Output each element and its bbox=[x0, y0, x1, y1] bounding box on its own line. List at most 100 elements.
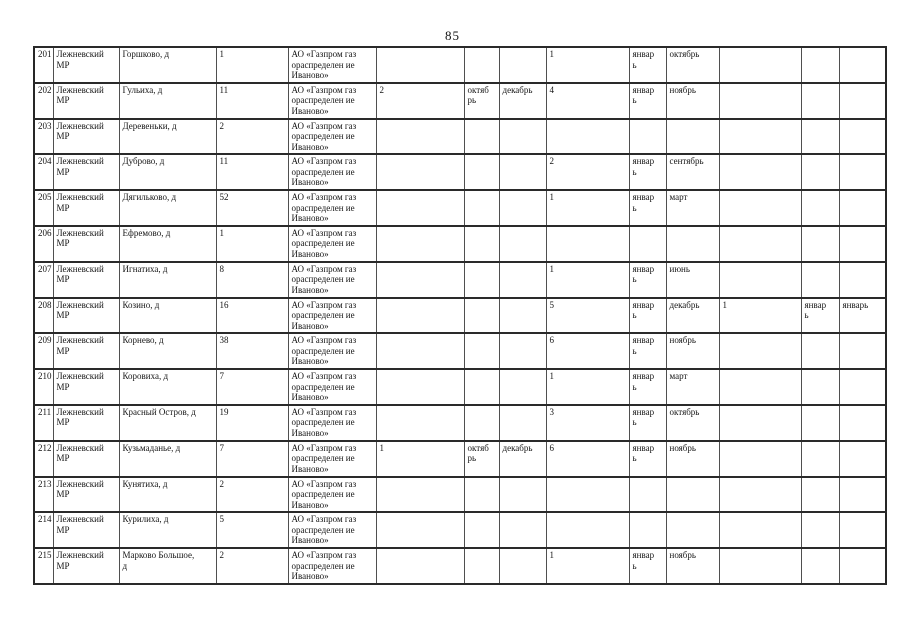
cell-qty4 bbox=[718, 332, 802, 371]
cell-qty: 7 bbox=[215, 368, 289, 406]
start-month4-label: январь bbox=[804, 299, 827, 321]
cell-row-number: 201 bbox=[33, 46, 54, 84]
cell-qty4 bbox=[718, 189, 802, 227]
cell-end-month2 bbox=[498, 189, 547, 227]
district-label: Лежневский МР bbox=[56, 406, 104, 428]
settlement-label: Горшково, д bbox=[122, 49, 170, 59]
cell-start-month4 bbox=[800, 547, 840, 585]
cell-start-month4 bbox=[800, 260, 840, 299]
start-month3-label: январь bbox=[632, 156, 655, 177]
start-month3-label: январь bbox=[632, 49, 655, 70]
cell-end-month4 bbox=[838, 332, 887, 371]
cell-start-month3: январь bbox=[628, 368, 667, 406]
cell-qty4: 1 bbox=[718, 296, 802, 335]
cell-end-month2 bbox=[498, 224, 547, 263]
cell-qty3: 5 bbox=[545, 296, 630, 335]
cell-start-month3: январь bbox=[628, 189, 667, 227]
cell-row-number: 214 bbox=[33, 511, 54, 550]
cell-start-month3: январь bbox=[628, 547, 667, 585]
cell-end-month3: июнь bbox=[665, 260, 720, 299]
cell-start-month4 bbox=[800, 153, 840, 192]
district-label: Лежневский МР bbox=[56, 49, 104, 70]
cell-qty2 bbox=[375, 403, 465, 442]
cell-org: АО «Газпром газораспределен ие Иваново» bbox=[287, 189, 377, 227]
table-row: 207 Лежневский МР Игнатиха, д 8 АО «Газп… bbox=[33, 260, 887, 299]
cell-qty3: 1 bbox=[545, 368, 630, 406]
cell-start-month2 bbox=[463, 368, 500, 406]
start-month3-label: январь bbox=[632, 335, 655, 356]
cell-end-month4 bbox=[838, 475, 887, 514]
cell-district: Лежневский МР bbox=[52, 224, 120, 263]
table-row: 204 Лежневский МР Дуброво, д 11 АО «Газп… bbox=[33, 153, 887, 192]
org-label: АО «Газпром газораспределен ие Иваново» bbox=[291, 263, 357, 295]
cell-qty: 11 bbox=[215, 153, 289, 192]
cell-district: Лежневский МР bbox=[52, 475, 120, 514]
org-label: АО «Газпром газораспределен ие Иваново» bbox=[291, 406, 357, 438]
start-month3-label: январь bbox=[632, 299, 655, 321]
cell-start-month3: январь bbox=[628, 403, 667, 442]
district-label: Лежневский МР bbox=[56, 227, 104, 249]
cell-district: Лежневский МР bbox=[52, 296, 120, 335]
cell-settlement: Кунятиха, д bbox=[118, 475, 217, 514]
org-label: АО «Газпром газораспределен ие Иваново» bbox=[291, 478, 357, 510]
table-row: 205 Лежневский МР Дягильково, д 52 АО «Г… bbox=[33, 189, 887, 227]
table-row: 213 Лежневский МР Кунятиха, д 2 АО «Газп… bbox=[33, 475, 887, 514]
cell-qty: 7 bbox=[215, 439, 289, 478]
cell-qty: 2 bbox=[215, 547, 289, 585]
cell-start-month4 bbox=[800, 403, 840, 442]
district-label: Лежневский МР bbox=[56, 299, 104, 321]
cell-settlement: Кузьмаданье, д bbox=[118, 439, 217, 478]
settlement-label: Дягильково, д bbox=[122, 192, 177, 203]
gasification-table: 201 Лежневский МР Горшково, д 1 АО «Газп… bbox=[33, 46, 887, 585]
district-label: Лежневский МР bbox=[56, 263, 104, 285]
cell-end-month3: март bbox=[665, 189, 720, 227]
cell-district: Лежневский МР bbox=[52, 547, 120, 585]
cell-qty2 bbox=[375, 189, 465, 227]
settlement-label: Ефремово, д bbox=[122, 227, 171, 238]
cell-start-month2 bbox=[463, 260, 500, 299]
settlement-label: Красный Остров, д bbox=[122, 406, 196, 417]
settlement-label: Дуброво, д bbox=[122, 156, 165, 167]
cell-qty4 bbox=[718, 403, 802, 442]
page-number: 85 bbox=[445, 28, 460, 43]
cell-end-month3 bbox=[665, 117, 720, 156]
cell-qty: 52 bbox=[215, 189, 289, 227]
start-month3-label: январь bbox=[632, 442, 655, 464]
cell-end-month3: ноябрь bbox=[665, 81, 720, 120]
cell-end-month2: декабрь bbox=[498, 81, 547, 120]
cell-start-month2 bbox=[463, 224, 500, 263]
cell-qty3 bbox=[545, 224, 630, 263]
cell-qty4 bbox=[718, 153, 802, 192]
table-row: 202 Лежневский МР Гульиха, д 11 АО «Газп… bbox=[33, 81, 887, 120]
cell-end-month2 bbox=[498, 511, 547, 550]
district-label: Лежневский МР bbox=[56, 84, 104, 106]
cell-start-month4 bbox=[800, 46, 840, 84]
cell-end-month3: ноябрь bbox=[665, 439, 720, 478]
cell-qty3: 1 bbox=[545, 547, 630, 585]
district-label: Лежневский МР bbox=[56, 120, 104, 142]
cell-end-month2 bbox=[498, 260, 547, 299]
cell-org: АО «Газпром газораспределен ие Иваново» bbox=[287, 224, 377, 263]
table-row: 206 Лежневский МР Ефремово, д 1 АО «Газп… bbox=[33, 224, 887, 263]
org-label: АО «Газпром газораспределен ие Иваново» bbox=[291, 49, 357, 80]
cell-start-month2: октябрь bbox=[463, 81, 500, 120]
start-month3-label: январь bbox=[632, 406, 655, 428]
cell-district: Лежневский МР bbox=[52, 332, 120, 371]
org-label: АО «Газпром газораспределен ие Иваново» bbox=[291, 299, 357, 331]
district-label: Лежневский МР bbox=[56, 335, 104, 356]
org-label: АО «Газпром газораспределен ие Иваново» bbox=[291, 335, 357, 367]
cell-district: Лежневский МР bbox=[52, 117, 120, 156]
cell-end-month2 bbox=[498, 475, 547, 514]
cell-start-month4 bbox=[800, 332, 840, 371]
cell-start-month4 bbox=[800, 224, 840, 263]
cell-start-month2 bbox=[463, 403, 500, 442]
cell-qty: 8 bbox=[215, 260, 289, 299]
cell-org: АО «Газпром газораспределен ие Иваново» bbox=[287, 296, 377, 335]
cell-row-number: 206 bbox=[33, 224, 54, 263]
cell-district: Лежневский МР bbox=[52, 260, 120, 299]
cell-qty3 bbox=[545, 117, 630, 156]
cell-qty: 2 bbox=[215, 117, 289, 156]
cell-org: АО «Газпром газораспределен ие Иваново» bbox=[287, 332, 377, 371]
cell-start-month2 bbox=[463, 117, 500, 156]
cell-qty2 bbox=[375, 153, 465, 192]
